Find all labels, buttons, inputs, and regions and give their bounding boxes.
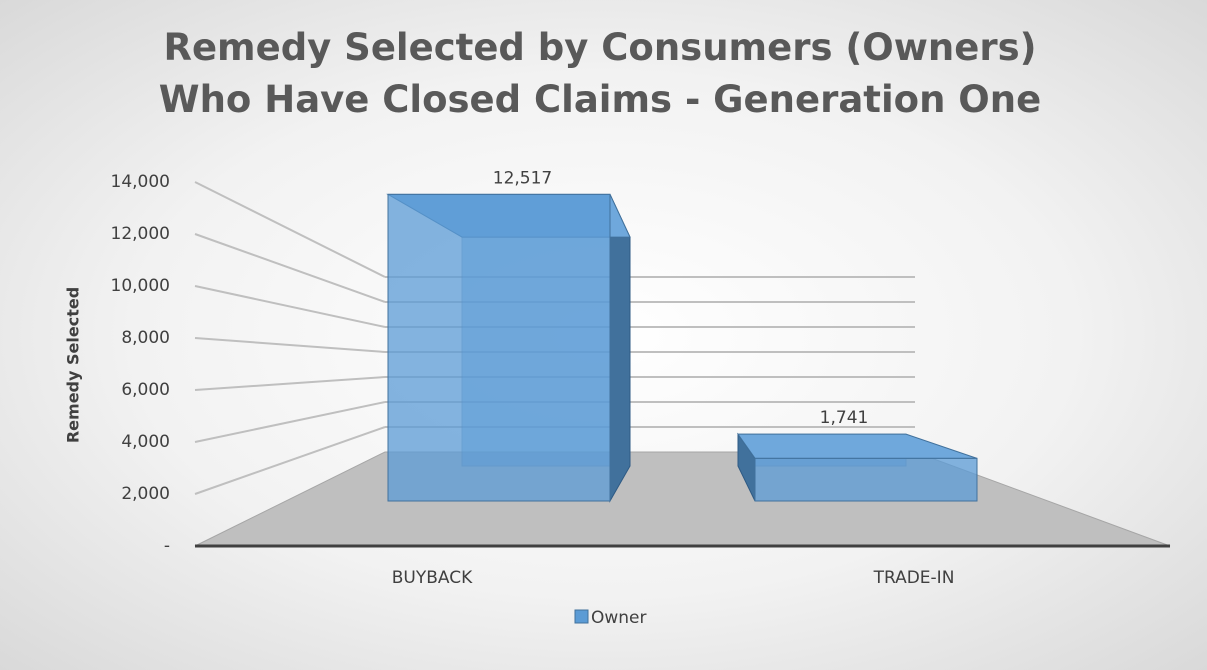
bar — [754, 457, 978, 502]
y-tick-label: 14,000 — [111, 172, 170, 192]
value-label: 1,741 — [820, 408, 869, 428]
grid-line — [194, 426, 386, 495]
floor — [194, 451, 1171, 547]
legend-swatch — [574, 609, 589, 624]
grid-line — [194, 401, 386, 443]
legend-label: Owner — [591, 608, 647, 628]
x-tick-label: TRADE-IN — [873, 568, 955, 588]
bar-side — [609, 194, 631, 503]
chart-title: Remedy Selected by Consumers (Owners) Wh… — [158, 26, 1042, 121]
y-tick-label: 2,000 — [121, 484, 170, 504]
value-label: 12,517 — [493, 168, 552, 188]
bar-top — [737, 433, 978, 459]
y-tick-label: 12,000 — [111, 224, 170, 244]
grid-line — [194, 376, 386, 391]
y-tick-label: 8,000 — [121, 328, 170, 348]
grid-line — [194, 233, 386, 303]
y-tick-label: 10,000 — [111, 276, 170, 296]
y-tick-label: 4,000 — [121, 432, 170, 452]
y-axis-label: Remedy Selected — [64, 287, 83, 443]
grid-line — [194, 285, 386, 328]
y-tick-label: - — [164, 536, 170, 556]
grid-line — [194, 337, 386, 353]
x-tick-label: BUYBACK — [392, 568, 473, 588]
grid-line — [194, 181, 386, 278]
bar — [387, 193, 611, 502]
y-tick-label: 6,000 — [121, 380, 170, 400]
